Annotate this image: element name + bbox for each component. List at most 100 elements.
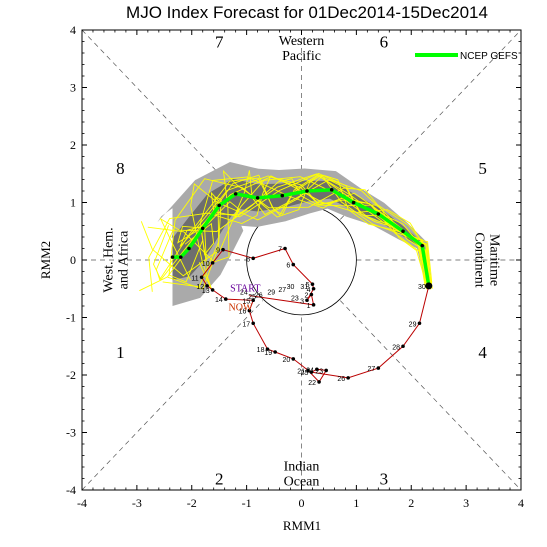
x-tick-label: -4 — [77, 496, 87, 510]
ensemble-mean-point — [233, 192, 238, 196]
observed-point — [401, 344, 405, 349]
observed-point — [251, 298, 256, 303]
phase-label-6: 6 — [380, 33, 389, 52]
observed-point — [376, 366, 381, 370]
observed-day-label: 22 — [308, 380, 316, 387]
ensemble-mean-point — [217, 203, 221, 208]
x-tick-label: 3 — [463, 496, 469, 510]
phase-label-2: 2 — [215, 470, 224, 489]
observed-day-label: 24 — [306, 367, 314, 374]
phase-label-3: 3 — [380, 470, 389, 489]
ensemble-mean-point — [351, 200, 356, 205]
observed-point — [199, 275, 204, 280]
observed-point — [317, 380, 321, 384]
observed-day-label: 15 — [242, 298, 250, 305]
observed-day-label: 21 — [297, 368, 305, 375]
observed-day-label: 23 — [291, 295, 299, 302]
observed-day-label: 29 — [409, 321, 417, 328]
ensemble-mean-point — [170, 255, 175, 259]
region-label: West. Hem. and Africa — [101, 227, 131, 292]
ensemble-member-line — [184, 176, 431, 288]
observed-day-label: 13 — [202, 288, 210, 295]
observed-point — [265, 347, 270, 351]
ensemble-member-line — [148, 175, 428, 292]
ensemble-mean-point — [187, 246, 191, 251]
observed-point — [311, 303, 316, 307]
observed-point — [247, 308, 252, 313]
observed-day-label: 8 — [246, 256, 250, 263]
x-axis-label: RMM1 — [283, 518, 321, 533]
region-label-line: Pacific — [282, 49, 321, 64]
y-tick-label: -3 — [66, 426, 76, 440]
ensemble-member-line — [139, 176, 426, 292]
diagonal-guide-sw — [81, 300, 263, 491]
x-tick-label: 1 — [353, 496, 359, 510]
legend: NCEP GEFS — [415, 51, 518, 62]
observed-day-label: 7 — [278, 247, 282, 254]
observed-day-label: 28 — [392, 344, 400, 351]
observed-point — [291, 357, 296, 361]
x-tick-label: 2 — [408, 496, 414, 510]
y-tick-label: 3 — [70, 81, 76, 95]
y-tick-label: 1 — [70, 196, 76, 210]
observed-day-label: 16 — [239, 309, 247, 316]
ensemble-members — [139, 169, 433, 292]
diagonal-guide-ne — [340, 29, 522, 220]
ensemble-member-line — [177, 176, 433, 289]
ensemble-mean-point — [255, 196, 260, 200]
observed-point — [310, 282, 315, 286]
observed-point — [283, 246, 287, 251]
region-label-line: West. Hem. — [101, 227, 116, 292]
observed-point — [324, 368, 328, 373]
x-tick-label: 4 — [518, 496, 524, 510]
observed-day-label: 25 — [301, 370, 309, 377]
observed-point — [223, 297, 228, 301]
diagonal-guide-se — [340, 300, 522, 491]
region-label-line: Ocean — [284, 474, 320, 489]
x-tick-label: -1 — [242, 496, 252, 510]
observed-day-label: 4 — [307, 287, 311, 294]
y-axis-label: RMM2 — [38, 241, 53, 279]
observed-point — [305, 298, 309, 303]
observed-day-label: 29 — [267, 290, 275, 297]
y-tick-label: -4 — [66, 483, 76, 497]
ensemble-mean-point — [305, 189, 309, 193]
observed-day-label: 25 — [248, 294, 256, 301]
observed-point — [273, 350, 277, 354]
observed-day-label: 26 — [337, 376, 345, 383]
observed-day-label: 20 — [282, 357, 290, 364]
chart-title: MJO Index Forecast for 01Dec2014-15Dec20… — [126, 3, 488, 22]
observed-point — [346, 376, 350, 380]
phase-label-7: 7 — [215, 33, 224, 52]
guide-lines — [81, 29, 522, 491]
region-label-line: Maritime — [487, 234, 502, 286]
observed-day-label: 27 — [278, 287, 286, 294]
region-label-line: Continent — [472, 232, 487, 287]
observed-day-label: 23 — [315, 368, 323, 375]
observed-point — [251, 321, 256, 326]
now-label: NOW — [229, 303, 253, 314]
ensemble-member-line — [167, 173, 429, 290]
spread-inner — [171, 178, 430, 287]
start-label: START — [230, 284, 260, 295]
y-tick-label: 0 — [70, 253, 76, 267]
observed-day-label: 12 — [196, 284, 204, 291]
observed-day-label: 19 — [264, 350, 272, 357]
observed-day-label: 9 — [216, 248, 220, 255]
observed-point — [309, 292, 314, 297]
observed-day-label: 27 — [368, 366, 376, 373]
observed-point — [315, 367, 319, 372]
observed-point — [311, 286, 316, 291]
ensemble-mean-point — [401, 229, 405, 234]
ensemble-mean-point — [178, 255, 183, 259]
y-tick-label: -1 — [66, 311, 76, 325]
observed-day-label: 11 — [191, 275, 198, 282]
observed-point — [205, 284, 209, 288]
observed-day-label: 14 — [215, 297, 223, 304]
observed-point — [291, 262, 296, 267]
observed-day-label: 26 — [255, 292, 263, 299]
